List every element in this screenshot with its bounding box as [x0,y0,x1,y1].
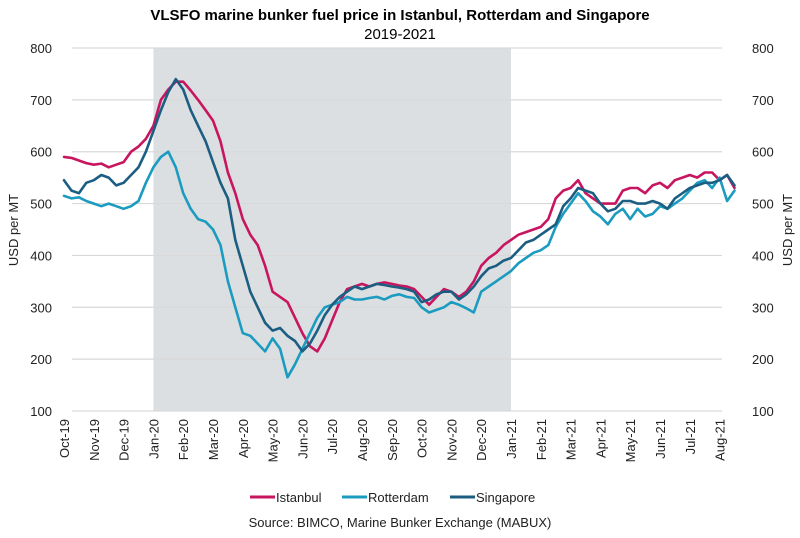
x-tick-label: Jan-20 [146,419,161,459]
x-tick-label: Jul-21 [683,419,698,454]
x-tick-label: Oct-20 [415,419,430,458]
y-tick-label-left: 200 [30,352,52,367]
x-tick-label: May-20 [266,419,281,462]
x-tick-label: Mar-21 [564,419,579,460]
series-line-singapore [62,77,736,353]
y-tick-label-left: 700 [30,93,52,108]
gridlines [72,47,722,412]
y-tick-label-right: 400 [752,248,774,263]
y-axis-left-label: USD per MT [6,194,21,266]
x-tick-label: Jan-21 [504,419,519,459]
legend-label: Rotterdam [368,490,429,505]
x-axis: Oct-19 Nov-19 Dec-19 Jan-20 Feb-20 Mar-20 Apr-… [57,419,728,462]
y-tick-label-right: 700 [752,93,774,108]
y-tick-label-left: 500 [30,197,52,212]
x-tick-label: Apr-20 [236,419,251,458]
x-tick-label: Mar-20 [206,419,221,460]
legend-label: Istanbul [276,490,322,505]
x-tick-label: Sep-20 [385,419,400,461]
y-tick-label-left: 100 [30,404,52,419]
legend-item-rotterdam: Rotterdam [342,490,429,505]
x-tick-label: Dec-20 [474,419,489,461]
source-note: Source: BIMCO, Marine Bunker Exchange (M… [249,515,552,530]
chart-title: VLSFO marine bunker fuel price in Istanb… [150,7,649,24]
x-tick-label: Nov-20 [444,419,459,461]
x-tick-label: Aug-20 [355,419,370,461]
y-tick-label-left: 800 [30,41,52,56]
chart-subtitle: 2019-2021 [364,26,436,43]
legend-item-singapore: Singapore [450,490,535,505]
y-tick-label-left: 300 [30,300,52,315]
x-tick-label: Dec-19 [117,419,132,461]
y-tick-label-right: 100 [752,404,774,419]
x-tick-label: Feb-21 [534,419,549,460]
y-tick-label-right: 800 [752,41,774,56]
shaded-region-layer [153,48,511,411]
x-tick-label: Oct-19 [57,419,72,458]
x-tick-label: Nov-19 [87,419,102,461]
y-tick-label-left: 600 [30,145,52,160]
x-tick-label: Aug-21 [713,419,728,461]
x-tick-label: Feb-20 [176,419,191,460]
x-tick-label: Jun-20 [295,419,310,459]
shaded-region [153,48,511,411]
legend-label: Singapore [476,490,535,505]
y-tick-label-right: 500 [752,197,774,212]
x-tick-label: May-21 [623,419,638,462]
legend: Istanbul Rotterdam Singapore [250,490,535,505]
x-tick-label: Apr-21 [593,419,608,458]
y-tick-label-left: 400 [30,248,52,263]
y-axis-left: 100 200 300 400 500 600 700 800 [30,41,52,419]
y-tick-label-right: 300 [752,300,774,315]
y-axis-right-label: USD per MT [780,194,795,266]
series-line-rotterdam [62,150,736,379]
legend-item-istanbul: Istanbul [250,490,322,505]
x-tick-label: Jun-21 [653,419,668,459]
y-axis-right: 100 200 300 400 500 600 700 800 [752,41,774,419]
y-tick-label-right: 600 [752,145,774,160]
y-tick-label-right: 200 [752,352,774,367]
x-tick-label: Jul-20 [325,419,340,454]
series-lines [62,77,736,379]
